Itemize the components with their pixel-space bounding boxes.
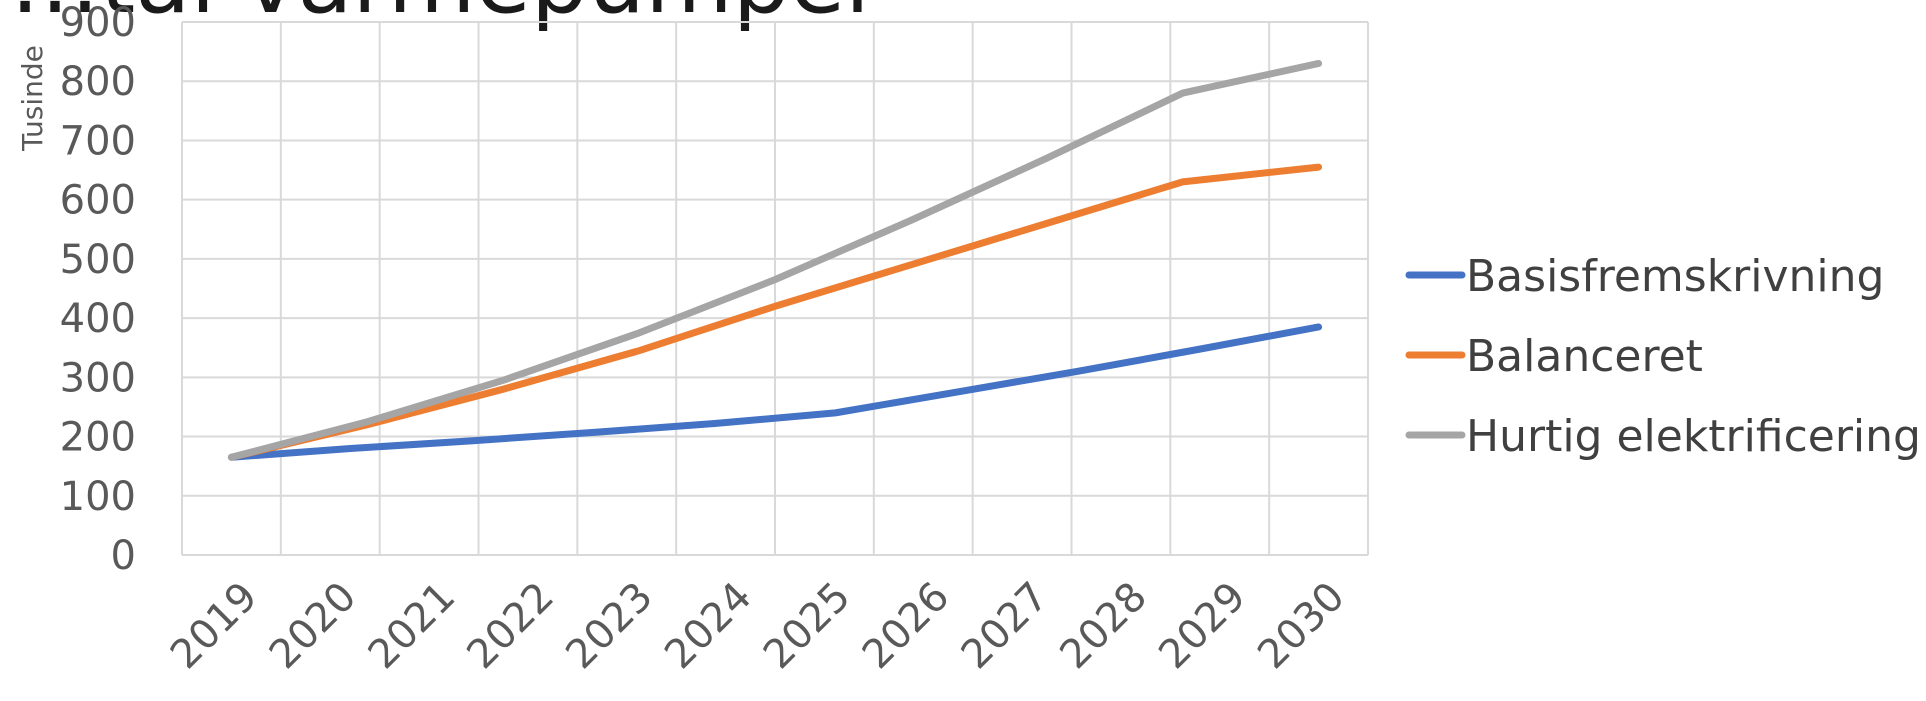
x-tick-label: 2028 [1051, 574, 1156, 679]
x-tick-label: 2019 [162, 574, 267, 679]
legend-item: Hurtig elektrificering [1405, 411, 1921, 462]
x-tick-label: 2025 [755, 574, 860, 679]
y-tick-label: 400 [60, 296, 136, 342]
y-tick-label: 800 [60, 59, 136, 105]
legend-label: Basisfremskrivning [1466, 251, 1884, 302]
y-axis-ticks: 0 100 200 300 400 500 600 700 800 900 [60, 0, 136, 579]
y-tick-label: 600 [60, 178, 136, 224]
x-tick-label: 2021 [360, 574, 465, 679]
y-tick-label: 300 [60, 355, 136, 401]
x-tick-label: 2026 [854, 574, 959, 679]
series-line-0 [227, 323, 1323, 461]
x-tick-label: 2024 [656, 574, 761, 679]
x-tick-label: 2022 [458, 574, 563, 679]
y-tick-label: 900 [60, 0, 136, 46]
x-tick-label: 2029 [1150, 574, 1255, 679]
y-tick-label: 0 [111, 533, 136, 579]
x-tick-label: 2020 [261, 574, 366, 679]
legend: Basisfremskrivning Balanceret Hurtig elekt… [1405, 251, 1921, 462]
y-axis-title: Tusinde [16, 45, 49, 152]
legend-label: Balanceret [1466, 331, 1703, 382]
series-lines [227, 59, 1323, 461]
x-tick-label: 2027 [953, 574, 1058, 679]
legend-label: Hurtig elektrificering [1466, 411, 1921, 462]
y-tick-label: 200 [60, 415, 136, 461]
legend-item: Balanceret [1405, 331, 1703, 382]
y-tick-label: 500 [60, 237, 136, 283]
x-axis-ticks: 2019202020212022202320242025202620272028… [162, 574, 1354, 679]
plot-grid [181, 21, 1369, 556]
page-title: …tal varmepumper [10, 0, 882, 34]
x-tick-label: 2030 [1249, 574, 1354, 679]
legend-item: Basisfremskrivning [1405, 251, 1884, 302]
y-tick-label: 700 [60, 118, 136, 164]
y-tick-label: 100 [60, 474, 136, 520]
x-tick-label: 2023 [557, 574, 662, 679]
